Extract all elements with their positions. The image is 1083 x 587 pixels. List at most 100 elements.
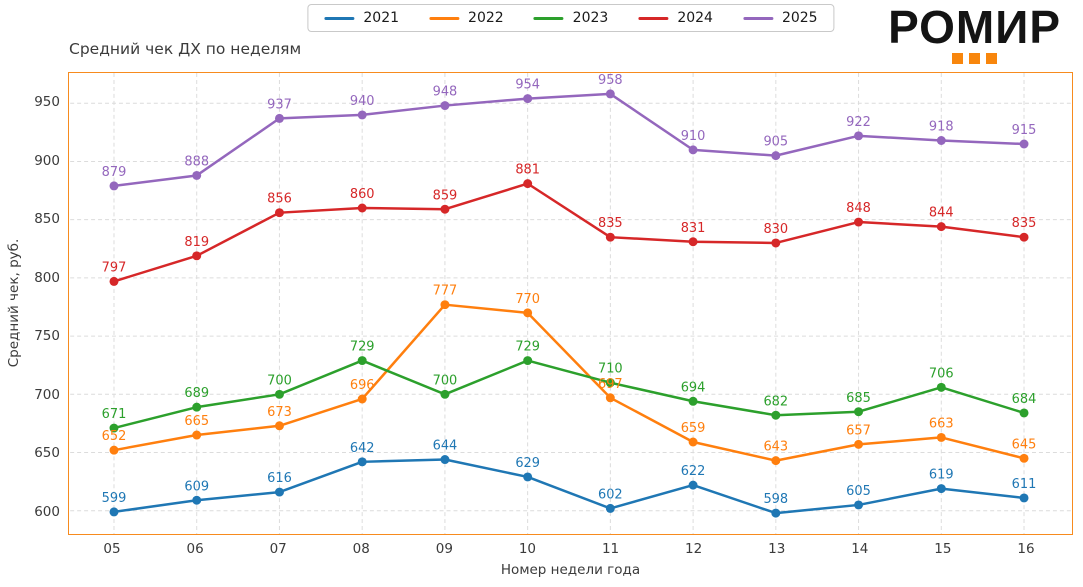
legend-item-2025: 2025 xyxy=(742,10,818,26)
x-tick-14: 14 xyxy=(851,541,869,557)
x-axis-ticks: 05 06 07 08 09 10 11 12 13 14 15 16 xyxy=(68,540,1073,560)
logo-square xyxy=(969,53,981,64)
data-point-2024-11 xyxy=(605,232,615,242)
value-label-2023-06: 689 xyxy=(184,386,209,401)
value-label-2024-14: 848 xyxy=(846,201,871,216)
value-label-2021-13: 598 xyxy=(763,492,788,507)
data-point-2021-12 xyxy=(688,480,698,490)
data-point-2021-15 xyxy=(936,484,946,494)
value-label-2023-10: 729 xyxy=(515,340,540,355)
chart-title: Средний чек ДХ по неделям xyxy=(69,40,302,58)
data-point-2023-14 xyxy=(854,407,864,417)
value-label-2021-11: 602 xyxy=(598,487,623,502)
data-point-2023-09 xyxy=(440,389,450,399)
data-point-2025-06 xyxy=(192,170,202,180)
value-label-2025-05: 879 xyxy=(102,165,127,180)
data-point-2025-13 xyxy=(771,151,781,161)
data-point-2022-14 xyxy=(854,439,864,449)
value-label-2024-16: 835 xyxy=(1012,216,1037,231)
x-tick-06: 06 xyxy=(186,541,204,557)
data-point-2025-15 xyxy=(936,136,946,145)
value-label-2025-06: 888 xyxy=(184,154,209,169)
value-label-2022-15: 663 xyxy=(929,416,954,431)
value-label-2021-06: 609 xyxy=(184,479,209,494)
value-label-2023-14: 685 xyxy=(846,391,871,406)
value-label-2024-08: 860 xyxy=(350,187,375,202)
data-point-2024-05 xyxy=(109,276,119,286)
data-point-2024-13 xyxy=(771,238,781,248)
value-label-2025-12: 910 xyxy=(681,129,706,144)
data-point-2022-16 xyxy=(1019,453,1029,463)
value-label-2021-09: 644 xyxy=(433,439,458,454)
data-point-2021-13 xyxy=(771,508,781,518)
legend-label-2024: 2024 xyxy=(677,10,713,26)
legend-swatch-2024 xyxy=(638,16,669,20)
x-tick-09: 09 xyxy=(435,541,453,557)
data-point-2022-05 xyxy=(109,445,119,455)
data-point-2022-10 xyxy=(523,308,533,318)
data-point-2023-11 xyxy=(605,378,615,388)
value-label-2025-13: 905 xyxy=(763,135,788,150)
data-point-2021-10 xyxy=(523,472,533,482)
value-label-2021-07: 616 xyxy=(267,471,292,486)
y-tick-750: 750 xyxy=(34,328,60,345)
data-point-2021-09 xyxy=(440,455,450,465)
value-label-2024-05: 797 xyxy=(102,260,127,275)
data-point-2025-10 xyxy=(523,94,533,104)
value-label-2023-16: 684 xyxy=(1012,392,1037,407)
legend-swatch-2021 xyxy=(324,16,355,20)
data-point-2021-16 xyxy=(1019,493,1029,503)
value-label-2022-10: 770 xyxy=(515,292,540,307)
value-label-2023-11: 710 xyxy=(598,362,623,377)
data-point-2024-08 xyxy=(357,203,367,213)
series-line-2025 xyxy=(112,92,1026,188)
data-point-2022-12 xyxy=(688,437,698,447)
x-tick-08: 08 xyxy=(352,541,370,557)
legend-label-2023: 2023 xyxy=(572,10,609,26)
data-point-2023-13 xyxy=(771,410,781,420)
data-point-2024-09 xyxy=(440,204,450,214)
value-label-2021-14: 605 xyxy=(846,484,871,499)
data-point-2024-06 xyxy=(192,251,202,261)
x-tick-13: 13 xyxy=(768,541,786,557)
data-point-2025-11 xyxy=(605,89,615,99)
data-point-2024-14 xyxy=(854,217,864,227)
value-label-2024-13: 830 xyxy=(763,222,788,237)
data-point-2025-16 xyxy=(1019,139,1029,149)
value-label-2023-12: 694 xyxy=(681,380,706,395)
data-point-2024-07 xyxy=(274,208,284,218)
value-label-2025-11: 958 xyxy=(598,73,623,88)
plot-area: 599 609 616 642 644 629 602 622 598 605 619 611 652 6… xyxy=(68,72,1073,535)
value-label-2022-09: 777 xyxy=(433,284,458,299)
x-tick-16: 16 xyxy=(1017,541,1035,557)
series-line-2024 xyxy=(112,182,1026,283)
value-label-2022-05: 652 xyxy=(102,429,127,444)
data-point-2022-11 xyxy=(605,393,615,403)
romir-logo-text: РОМИР xyxy=(888,1,1061,53)
value-label-2022-07: 673 xyxy=(267,405,292,420)
value-label-2022-11: 697 xyxy=(598,377,623,392)
legend-label-2025: 2025 xyxy=(781,10,818,26)
value-label-2022-14: 657 xyxy=(846,423,871,438)
value-label-2024-10: 881 xyxy=(515,163,540,178)
value-label-2025-15: 918 xyxy=(929,120,954,135)
value-label-2024-09: 859 xyxy=(433,188,458,203)
value-label-2021-12: 622 xyxy=(681,464,706,479)
x-tick-11: 11 xyxy=(601,541,620,557)
x-tick-07: 07 xyxy=(269,541,287,557)
legend-item-2023: 2023 xyxy=(533,10,609,26)
x-tick-10: 10 xyxy=(518,541,537,557)
data-point-2022-09 xyxy=(440,300,450,310)
legend-label-2021: 2021 xyxy=(363,10,400,26)
value-label-2022-06: 665 xyxy=(184,414,209,429)
data-point-2022-13 xyxy=(771,456,781,466)
data-point-2025-14 xyxy=(854,131,864,141)
value-label-2024-11: 835 xyxy=(598,216,623,231)
data-point-2023-15 xyxy=(936,382,946,392)
legend-label-2022: 2022 xyxy=(468,10,504,26)
value-label-2024-12: 831 xyxy=(681,221,706,236)
logo-square xyxy=(986,53,998,64)
data-point-2023-10 xyxy=(523,356,533,366)
data-point-2021-14 xyxy=(854,500,864,510)
